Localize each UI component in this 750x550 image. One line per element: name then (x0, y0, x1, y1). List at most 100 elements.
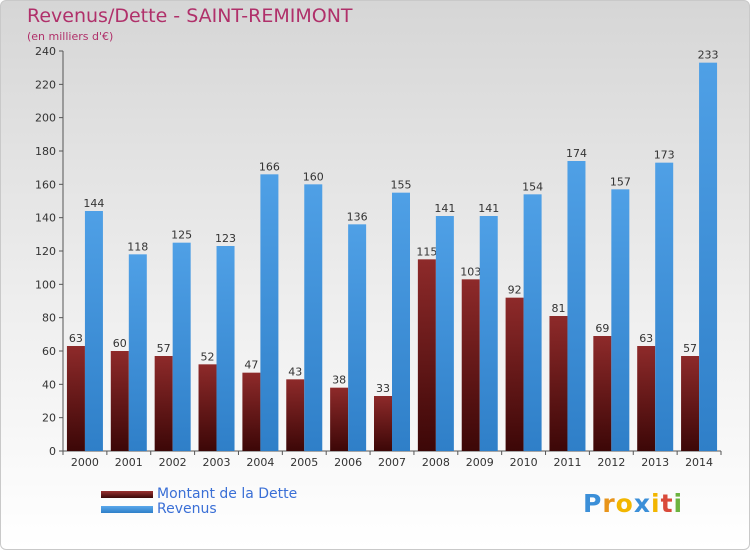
bar-dette (417, 259, 436, 451)
x-tick-label: 2006 (334, 456, 362, 469)
x-tick-label: 2012 (597, 456, 625, 469)
logo-letter: i (673, 489, 684, 518)
chart-title: Revenus/Dette - SAINT-REMIMONT (27, 5, 353, 27)
data-label-revenus: 123 (215, 232, 236, 245)
y-tick-label: 120 (35, 245, 56, 258)
x-tick-label: 2009 (466, 456, 494, 469)
x-tick-label: 2004 (246, 456, 274, 469)
y-tick-label: 80 (42, 312, 56, 325)
data-label-revenus: 144 (83, 197, 104, 210)
bar-revenus (260, 174, 279, 452)
bar-dette (66, 346, 85, 451)
y-tick-label: 100 (35, 278, 56, 291)
data-label-dette: 115 (416, 245, 437, 258)
bar-dette (593, 336, 612, 451)
bar-revenus (435, 216, 454, 451)
bar-dette (549, 316, 568, 451)
data-label-dette: 33 (376, 382, 390, 395)
data-label-dette: 57 (683, 342, 697, 355)
bar-dette (637, 346, 656, 451)
x-tick-label: 2007 (378, 456, 406, 469)
y-tick-label: 40 (42, 378, 56, 391)
logo-letter: o (615, 489, 634, 518)
y-tick-label: 180 (35, 145, 56, 158)
x-tick-label: 2008 (422, 456, 450, 469)
proxiti-logo: Proxiti (583, 489, 683, 518)
bar-revenus (216, 246, 235, 451)
data-label-revenus: 157 (610, 175, 631, 188)
bar-dette (681, 356, 700, 451)
bar-dette (154, 356, 173, 451)
bar-revenus (304, 184, 323, 452)
data-label-revenus: 154 (522, 180, 543, 193)
bar-revenus (172, 242, 191, 451)
logo-letter: r (602, 489, 616, 518)
legend-label-revenus: Revenus (157, 501, 217, 517)
y-tick-label: 240 (35, 45, 56, 58)
bar-dette (461, 279, 480, 451)
data-label-dette: 81 (551, 302, 565, 315)
logo-letter: t (660, 489, 674, 518)
bar-dette (242, 372, 261, 451)
bar-revenus (348, 224, 367, 451)
x-tick-label: 2014 (685, 456, 713, 469)
x-tick-label: 2003 (203, 456, 231, 469)
bar-revenus (392, 192, 410, 451)
data-label-dette: 92 (508, 284, 522, 297)
y-tick-label: 20 (42, 412, 56, 425)
y-tick-label: 60 (42, 345, 56, 358)
x-tick-label: 2013 (641, 456, 669, 469)
data-label-dette: 52 (201, 350, 215, 363)
data-label-dette: 57 (157, 342, 171, 355)
logo-letter: i (651, 489, 661, 518)
y-tick-label: 0 (49, 445, 56, 458)
bar-dette (330, 387, 349, 451)
x-tick-label: 2002 (159, 456, 187, 469)
legend-label-dette: Montant de la Dette (157, 486, 298, 502)
data-label-dette: 63 (69, 332, 83, 345)
y-tick-label: 140 (35, 212, 56, 225)
x-tick-label: 2000 (71, 456, 99, 469)
data-label-revenus: 173 (654, 149, 675, 162)
bar-revenus (655, 162, 674, 451)
logo-letter: P (583, 489, 603, 518)
y-tick-label: 160 (35, 178, 56, 191)
data-label-revenus: 166 (259, 160, 280, 173)
bar-revenus (699, 62, 718, 452)
y-tick-label: 220 (35, 78, 56, 91)
bar-dette (198, 364, 217, 451)
data-label-revenus: 233 (698, 49, 719, 62)
data-label-revenus: 136 (347, 210, 368, 223)
data-label-revenus: 155 (391, 179, 412, 192)
data-label-dette: 60 (113, 337, 127, 350)
data-label-revenus: 141 (434, 202, 455, 215)
legend-swatch-dette (101, 491, 153, 498)
bar-dette (505, 297, 524, 451)
logo-letter: x (633, 489, 651, 518)
legend-swatch-revenus (101, 506, 153, 513)
bar-revenus (611, 189, 630, 452)
data-label-revenus: 125 (171, 229, 192, 242)
bar-revenus (128, 254, 147, 451)
bar-dette (374, 396, 392, 451)
data-label-dette: 43 (288, 365, 302, 378)
bar-revenus (523, 194, 542, 452)
data-label-dette: 63 (639, 332, 653, 345)
x-tick-label: 2005 (290, 456, 318, 469)
data-label-dette: 38 (332, 374, 346, 387)
data-label-revenus: 118 (127, 240, 148, 253)
data-label-revenus: 174 (566, 147, 587, 160)
data-label-dette: 69 (595, 322, 609, 335)
bar-revenus (84, 211, 103, 451)
data-label-dette: 103 (460, 265, 481, 278)
data-label-revenus: 141 (478, 202, 499, 215)
data-label-revenus: 160 (303, 170, 324, 183)
data-label-dette: 47 (244, 359, 258, 372)
bar-dette (286, 379, 305, 451)
x-tick-label: 2001 (115, 456, 143, 469)
y-tick-label: 200 (35, 112, 56, 125)
bar-revenus (567, 161, 586, 451)
x-tick-label: 2010 (510, 456, 538, 469)
